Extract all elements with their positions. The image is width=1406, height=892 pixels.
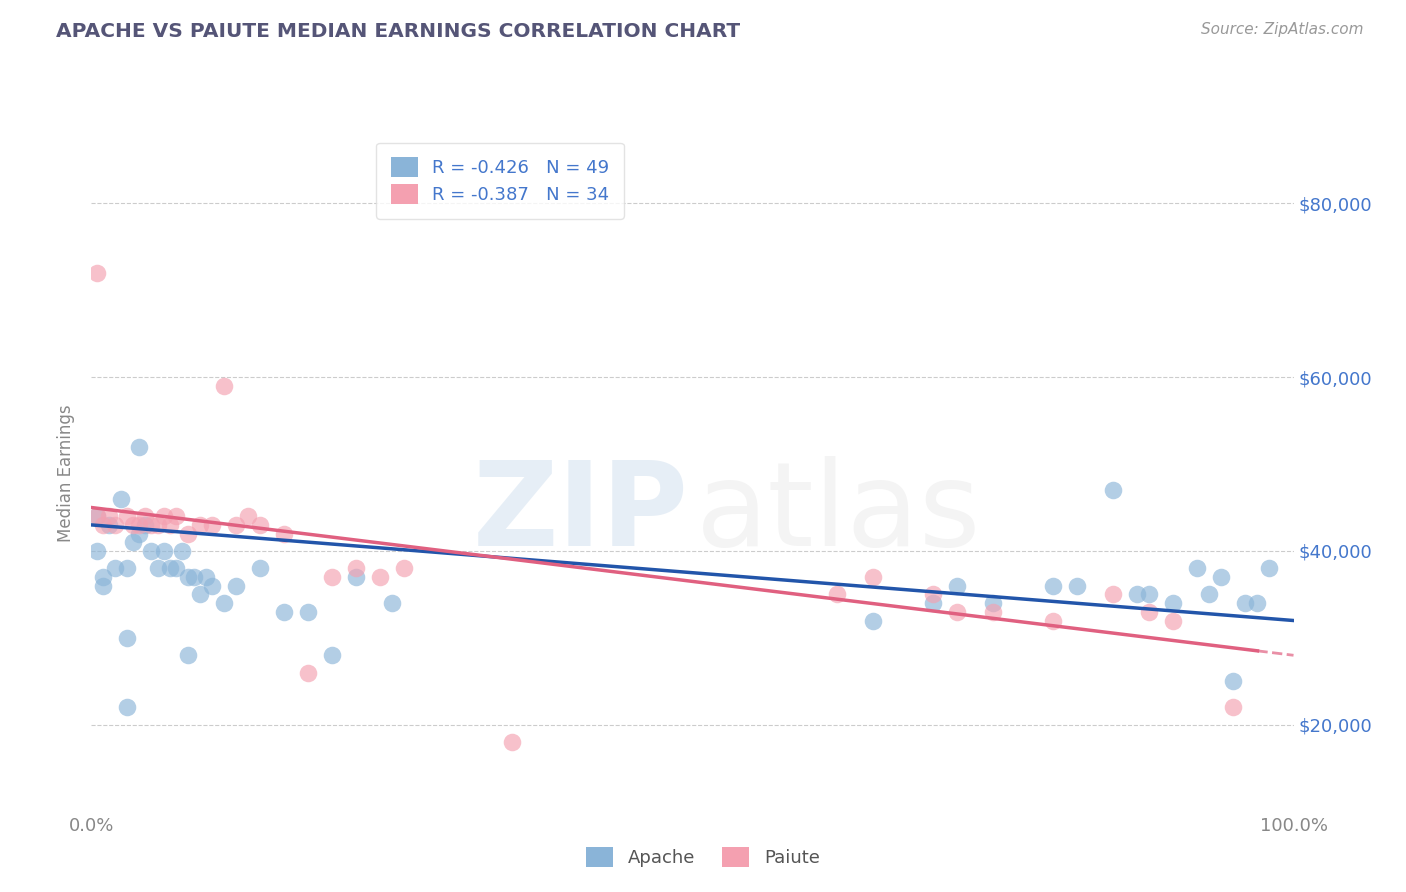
Point — [128, 526, 150, 541]
Point — [212, 379, 235, 393]
Point — [1102, 587, 1125, 601]
Point — [1161, 614, 1184, 628]
Point — [117, 509, 139, 524]
Point — [981, 596, 1004, 610]
Point — [1258, 561, 1281, 575]
Point — [98, 517, 121, 532]
Point — [146, 517, 169, 532]
Point — [117, 561, 139, 575]
Point — [176, 526, 198, 541]
Point — [152, 544, 174, 558]
Point — [141, 517, 163, 532]
Point — [225, 517, 247, 532]
Text: atlas: atlas — [696, 456, 981, 571]
Point — [104, 561, 127, 575]
Point — [170, 544, 193, 558]
Point — [93, 570, 115, 584]
Point — [134, 509, 156, 524]
Point — [1137, 587, 1160, 601]
Point — [1161, 596, 1184, 610]
Point — [183, 570, 205, 584]
Point — [176, 648, 198, 663]
Point — [297, 605, 319, 619]
Point — [152, 509, 174, 524]
Point — [922, 596, 945, 610]
Point — [225, 579, 247, 593]
Point — [128, 440, 150, 454]
Point — [98, 509, 121, 524]
Point — [1211, 570, 1233, 584]
Point — [86, 266, 108, 280]
Point — [321, 570, 343, 584]
Point — [141, 544, 163, 558]
Point — [86, 509, 108, 524]
Point — [1042, 614, 1064, 628]
Y-axis label: Median Earnings: Median Earnings — [58, 404, 76, 541]
Point — [128, 517, 150, 532]
Point — [159, 561, 181, 575]
Point — [922, 587, 945, 601]
Point — [1137, 605, 1160, 619]
Point — [104, 517, 127, 532]
Point — [344, 561, 367, 575]
Point — [93, 579, 115, 593]
Legend: R = -0.426   N = 49, R = -0.387   N = 34: R = -0.426 N = 49, R = -0.387 N = 34 — [377, 143, 624, 219]
Point — [862, 570, 884, 584]
Point — [946, 579, 969, 593]
Point — [194, 570, 217, 584]
Point — [165, 561, 187, 575]
Point — [381, 596, 404, 610]
Point — [946, 605, 969, 619]
Point — [1066, 579, 1088, 593]
Point — [297, 665, 319, 680]
Point — [368, 570, 391, 584]
Point — [201, 517, 224, 532]
Point — [159, 517, 181, 532]
Point — [236, 509, 259, 524]
Text: Source: ZipAtlas.com: Source: ZipAtlas.com — [1201, 22, 1364, 37]
Point — [188, 587, 211, 601]
Point — [1042, 579, 1064, 593]
Point — [146, 561, 169, 575]
Point — [1102, 483, 1125, 497]
Text: APACHE VS PAIUTE MEDIAN EARNINGS CORRELATION CHART: APACHE VS PAIUTE MEDIAN EARNINGS CORRELA… — [56, 22, 741, 41]
Text: ZIP: ZIP — [472, 456, 689, 571]
Point — [981, 605, 1004, 619]
Point — [273, 526, 295, 541]
Point — [249, 561, 271, 575]
Point — [862, 614, 884, 628]
Point — [122, 535, 145, 549]
Point — [1187, 561, 1209, 575]
Point — [86, 544, 108, 558]
Legend: Apache, Paiute: Apache, Paiute — [579, 839, 827, 874]
Point — [117, 631, 139, 645]
Point — [110, 491, 132, 506]
Point — [273, 605, 295, 619]
Point — [176, 570, 198, 584]
Point — [1126, 587, 1149, 601]
Point — [188, 517, 211, 532]
Point — [1222, 674, 1244, 689]
Point — [249, 517, 271, 532]
Point — [165, 509, 187, 524]
Point — [1234, 596, 1257, 610]
Point — [122, 517, 145, 532]
Point — [1198, 587, 1220, 601]
Point — [1222, 700, 1244, 714]
Point — [321, 648, 343, 663]
Point — [825, 587, 848, 601]
Point — [1246, 596, 1268, 610]
Point — [117, 700, 139, 714]
Point — [501, 735, 523, 749]
Point — [344, 570, 367, 584]
Point — [212, 596, 235, 610]
Point — [86, 509, 108, 524]
Point — [134, 517, 156, 532]
Point — [93, 517, 115, 532]
Point — [392, 561, 415, 575]
Point — [201, 579, 224, 593]
